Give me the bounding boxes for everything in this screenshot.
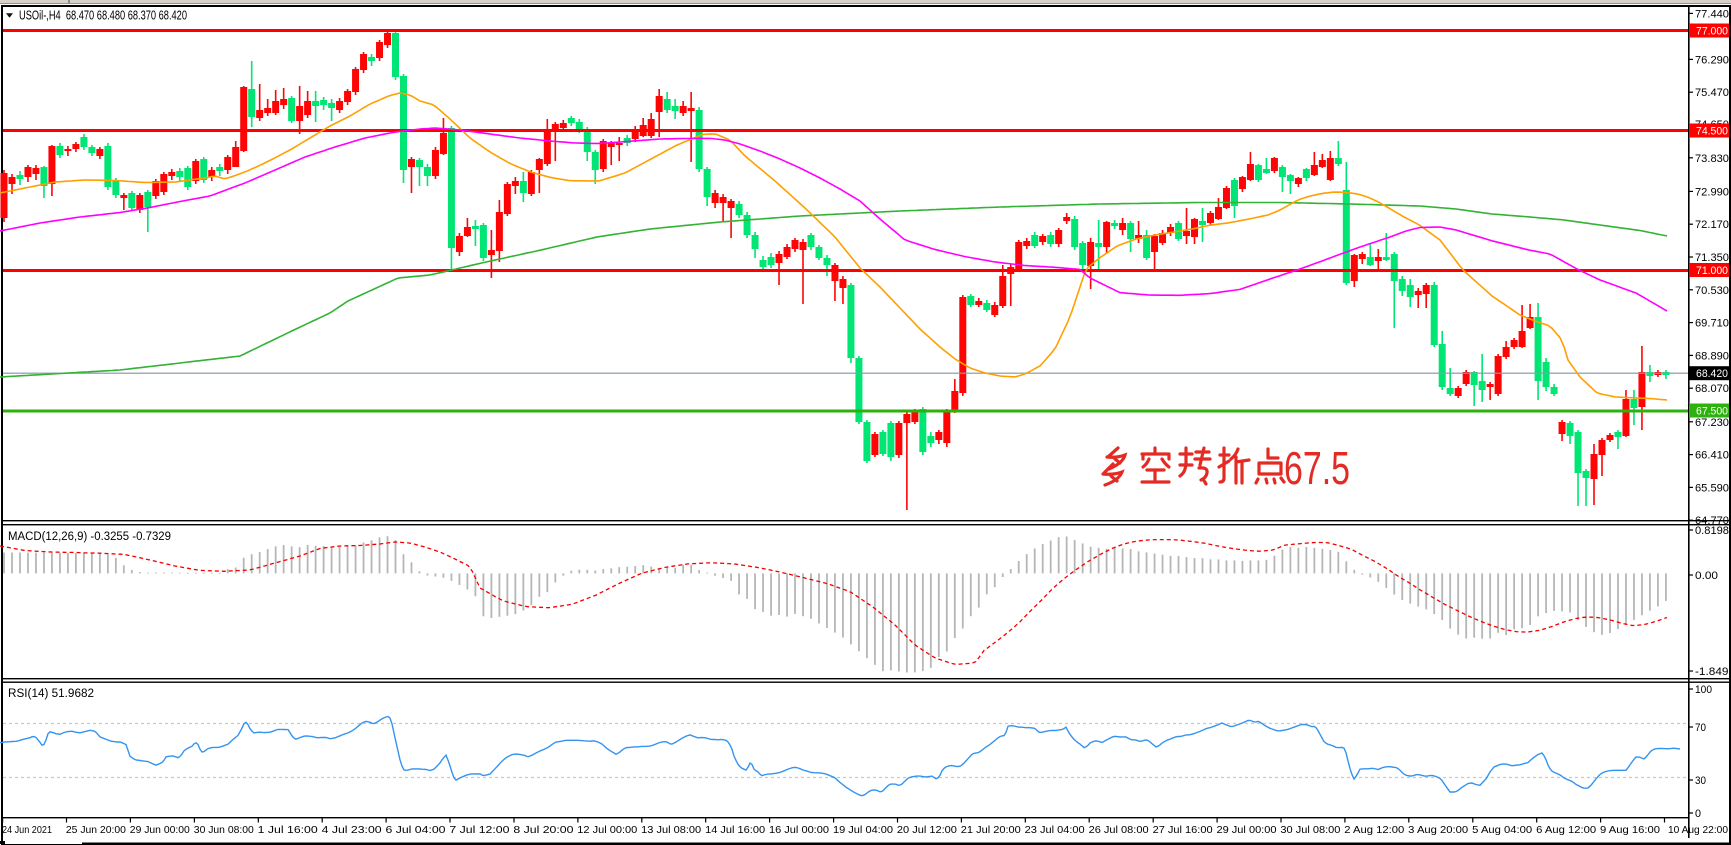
- svg-text:-1.8495: -1.8495: [1695, 666, 1731, 678]
- svg-text:5 Aug 04:00: 5 Aug 04:00: [1472, 824, 1532, 836]
- svg-text:16 Jul 00:00: 16 Jul 00:00: [769, 824, 829, 836]
- svg-text:64.770: 64.770: [1695, 515, 1729, 527]
- svg-text:67.500: 67.500: [1696, 406, 1728, 418]
- svg-text:72.170: 72.170: [1695, 219, 1729, 231]
- svg-text:25 Jun 20:00: 25 Jun 20:00: [66, 824, 126, 836]
- svg-text:71.350: 71.350: [1695, 252, 1729, 264]
- svg-text:70.530: 70.530: [1695, 285, 1729, 297]
- svg-text:9 Aug 16:00: 9 Aug 16:00: [1600, 824, 1660, 836]
- svg-text:74.500: 74.500: [1696, 126, 1728, 138]
- svg-text:21 Jul 20:00: 21 Jul 20:00: [961, 824, 1021, 836]
- svg-text:MACD(12,26,9) -0.3255 -0.7329: MACD(12,26,9) -0.3255 -0.7329: [8, 531, 171, 543]
- svg-text:67.5: 67.5: [1284, 442, 1350, 494]
- svg-text:4 Jul 23:00: 4 Jul 23:00: [322, 824, 382, 836]
- svg-text:13 Jul 08:00: 13 Jul 08:00: [641, 824, 701, 836]
- svg-text:70: 70: [1695, 722, 1706, 734]
- svg-text:73.830: 73.830: [1695, 153, 1729, 165]
- svg-text:23 Jul 04:00: 23 Jul 04:00: [1025, 824, 1085, 836]
- svg-text:29 Jul 00:00: 29 Jul 00:00: [1217, 824, 1277, 836]
- svg-text:100: 100: [1695, 684, 1712, 696]
- svg-text:6 Aug 12:00: 6 Aug 12:00: [1536, 824, 1596, 836]
- svg-text:29 Jun 00:00: 29 Jun 00:00: [130, 824, 190, 836]
- svg-text:26 Jul 08:00: 26 Jul 08:00: [1089, 824, 1149, 836]
- svg-text:20 Jul 12:00: 20 Jul 12:00: [897, 824, 957, 836]
- svg-text:3 Aug 20:00: 3 Aug 20:00: [1408, 824, 1468, 836]
- svg-text:77.000: 77.000: [1696, 26, 1728, 38]
- svg-text:1 Jul 16:00: 1 Jul 16:00: [258, 824, 318, 836]
- svg-text:0.8198: 0.8198: [1695, 525, 1729, 537]
- svg-text:14 Jul 16:00: 14 Jul 16:00: [705, 824, 765, 836]
- svg-text:68.070: 68.070: [1695, 383, 1729, 395]
- svg-text:24 Jun 2021: 24 Jun 2021: [2, 824, 52, 836]
- svg-text:8 Jul 20:00: 8 Jul 20:00: [513, 824, 573, 836]
- svg-text:7 Jul 12:00: 7 Jul 12:00: [449, 824, 509, 836]
- svg-text:65.590: 65.590: [1695, 482, 1729, 494]
- svg-text:77.440: 77.440: [1695, 8, 1729, 20]
- svg-text:69.710: 69.710: [1695, 318, 1729, 330]
- svg-text:66.410: 66.410: [1695, 450, 1729, 462]
- svg-text:30: 30: [1695, 775, 1706, 787]
- svg-text:USOil-,H4 68.470 68.480 68.37: USOil-,H4 68.470 68.480 68.370 68.420: [19, 8, 187, 23]
- svg-text:27 Jul 16:00: 27 Jul 16:00: [1153, 824, 1213, 836]
- svg-text:2 Aug 12:00: 2 Aug 12:00: [1344, 824, 1404, 836]
- svg-text:71.000: 71.000: [1696, 265, 1728, 277]
- svg-text:68.890: 68.890: [1695, 350, 1729, 362]
- svg-text:68.420: 68.420: [1696, 368, 1728, 380]
- svg-text:12 Jul 00:00: 12 Jul 00:00: [577, 824, 637, 836]
- svg-text:10 Aug 22:00: 10 Aug 22:00: [1668, 824, 1728, 836]
- svg-text:19 Jul 04:00: 19 Jul 04:00: [833, 824, 893, 836]
- svg-text:67.230: 67.230: [1695, 417, 1729, 429]
- svg-text:72.990: 72.990: [1695, 186, 1729, 198]
- svg-text:30 Jul 08:00: 30 Jul 08:00: [1280, 824, 1340, 836]
- svg-text:0.00: 0.00: [1695, 570, 1718, 582]
- svg-text:0: 0: [1695, 808, 1701, 820]
- svg-text:6 Jul 04:00: 6 Jul 04:00: [386, 824, 446, 836]
- svg-text:30 Jun 08:00: 30 Jun 08:00: [194, 824, 254, 836]
- svg-text:75.470: 75.470: [1695, 87, 1729, 99]
- svg-text:76.290: 76.290: [1695, 54, 1729, 66]
- svg-text:RSI(14) 51.9682: RSI(14) 51.9682: [8, 688, 94, 700]
